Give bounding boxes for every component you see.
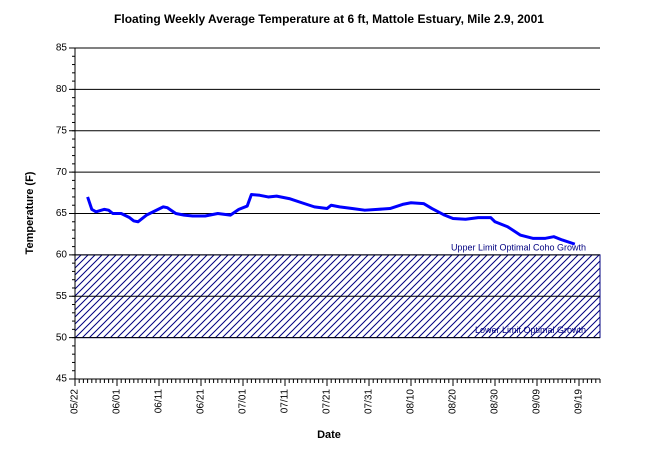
x-tick-label: 06/01 <box>112 389 123 414</box>
x-tick-label: 09/09 <box>532 389 543 414</box>
series-line <box>86 192 576 246</box>
y-tick-label: 50 <box>56 332 68 343</box>
y-tick-label: 65 <box>56 208 68 219</box>
y-tick-label: 70 <box>56 167 68 178</box>
annotation: Lower Limit Optimal Growth <box>475 325 586 335</box>
x-tick-label: 06/21 <box>196 389 207 414</box>
y-tick-label: 75 <box>56 125 68 136</box>
x-tick-label: 06/11 <box>154 389 165 414</box>
x-tick-label: 07/11 <box>280 389 291 414</box>
x-tick-label: 07/01 <box>238 389 249 414</box>
y-tick-label: 85 <box>56 43 68 54</box>
x-tick-label: 08/20 <box>448 389 459 414</box>
x-tick-label: 07/31 <box>364 389 375 414</box>
chart-title: Floating Weekly Average Temperature at 6… <box>114 12 544 26</box>
x-tick-label: 09/19 <box>574 389 585 414</box>
annotation: Upper Limit Optimal Coho Growth <box>451 242 586 252</box>
y-tick-label: 60 <box>56 250 68 261</box>
y-tick-label: 80 <box>56 84 68 95</box>
x-tick-label: 08/30 <box>490 389 501 414</box>
y-axis-label: Temperature (F) <box>24 171 36 254</box>
x-tick-label: 07/21 <box>322 389 333 414</box>
x-tick-label: 05/22 <box>70 389 81 414</box>
x-tick-label: 08/10 <box>406 389 417 414</box>
x-axis-label: Date <box>317 429 341 441</box>
y-tick-label: 45 <box>56 374 68 385</box>
y-tick-label: 55 <box>56 291 68 302</box>
